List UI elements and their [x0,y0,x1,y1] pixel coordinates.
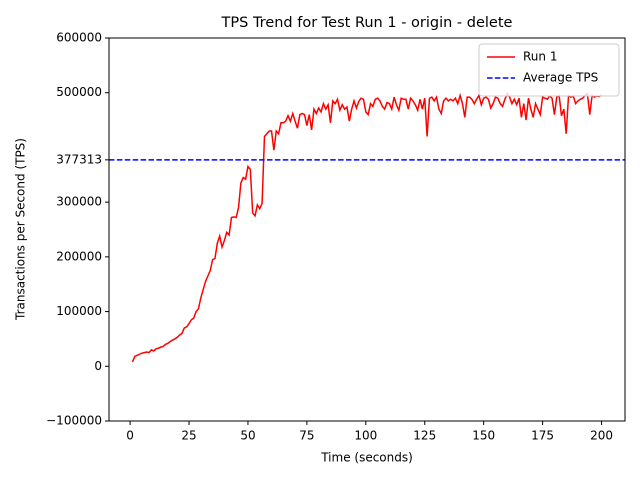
x-tick-label: 125 [413,429,436,443]
y-tick-label: −100000 [46,414,102,428]
x-tick-label: 200 [590,429,613,443]
y-tick-label: 0 [94,359,102,373]
x-tick-label: 150 [472,429,495,443]
y-tick-label: 500000 [56,85,102,99]
x-tick-label: 50 [240,429,255,443]
y-tick-label: 377313 [56,152,102,166]
y-tick-label: 300000 [56,195,102,209]
legend-label: Run 1 [523,50,557,64]
legend-label: Average TPS [523,71,598,85]
x-axis-label: Time (seconds) [320,451,413,465]
x-tick-label: 0 [126,429,134,443]
plot-frame [108,37,626,422]
y-axis-label: Transactions per Second (TPS) [14,138,28,321]
x-tick-label: 100 [354,429,377,443]
chart-title: TPS Trend for Test Run 1 - origin - dele… [221,15,513,31]
x-tick-label: 175 [531,429,554,443]
line-series [131,92,602,363]
y-tick-label: 100000 [56,304,102,318]
y-tick-label: 600000 [56,31,102,45]
x-tick-label: 25 [181,429,196,443]
x-tick-label: 75 [299,429,314,443]
y-tick-label: 200000 [56,249,102,263]
